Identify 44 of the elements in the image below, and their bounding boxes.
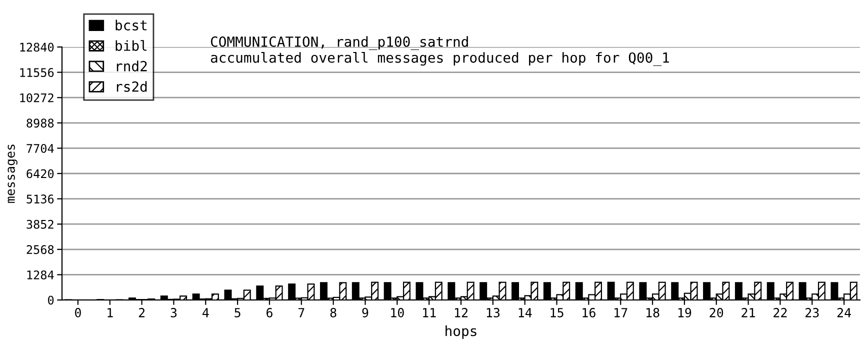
legend-label: rnd2 xyxy=(116,60,147,72)
x-tick-label: 20 xyxy=(710,308,724,318)
x-tick-label: 16 xyxy=(582,308,596,318)
y-tick-label: 8988 xyxy=(26,118,54,128)
x-tick-label: 6 xyxy=(266,308,272,318)
x-tick-label: 8 xyxy=(330,308,336,318)
x-axis-title: hops xyxy=(446,325,476,339)
x-tick-label: 24 xyxy=(837,308,851,318)
y-tick-label: 10272 xyxy=(20,93,54,102)
legend-label: bibl xyxy=(116,40,147,51)
x-tick-label: 14 xyxy=(518,308,532,318)
x-tick-label: 9 xyxy=(362,308,368,318)
x-tick-label: 12 xyxy=(454,308,468,318)
x-tick-label: 10 xyxy=(391,308,404,318)
chart-subtitle: accumulated overall messages produced per hop for Q00_1 xyxy=(210,52,669,66)
x-tick-label: 7 xyxy=(298,308,304,318)
x-tick-label: 1 xyxy=(108,308,113,318)
x-tick-label: 5 xyxy=(234,308,240,318)
x-tick-label: 22 xyxy=(774,308,787,318)
legend-label: bcst xyxy=(116,20,147,30)
x-tick-label: 4 xyxy=(202,308,209,318)
x-tick-label: 17 xyxy=(614,308,628,318)
x-tick-label: 23 xyxy=(806,308,819,318)
legend-label: rs2d xyxy=(116,81,147,92)
y-tick-label: 2568 xyxy=(26,245,54,254)
x-tick-label: 2 xyxy=(138,308,144,318)
y-tick-label: 5136 xyxy=(26,194,54,204)
x-tick-label: 3 xyxy=(170,308,177,318)
y-tick-label: 7704 xyxy=(26,144,54,153)
y-axis-title: messages xyxy=(8,144,18,203)
chart-title: COMMUNICATION, rand_p100_satrnd xyxy=(210,36,468,50)
x-tick-label: 18 xyxy=(646,308,660,318)
x-tick-label: 21 xyxy=(742,308,755,318)
x-tick-label: 11 xyxy=(423,308,436,318)
y-tick-label: 12840 xyxy=(20,42,54,52)
y-tick-label: 11556 xyxy=(20,68,54,77)
x-tick-label: 13 xyxy=(486,308,500,318)
y-tick-label: 1284 xyxy=(27,270,54,280)
y-tick-label: 0 xyxy=(48,296,54,305)
y-tick-label: 6420 xyxy=(26,169,54,178)
y-tick-label: 3852 xyxy=(26,220,54,229)
x-tick-label: 15 xyxy=(550,308,564,318)
x-tick-label: 0 xyxy=(75,308,81,318)
x-tick-label: 19 xyxy=(678,308,692,318)
